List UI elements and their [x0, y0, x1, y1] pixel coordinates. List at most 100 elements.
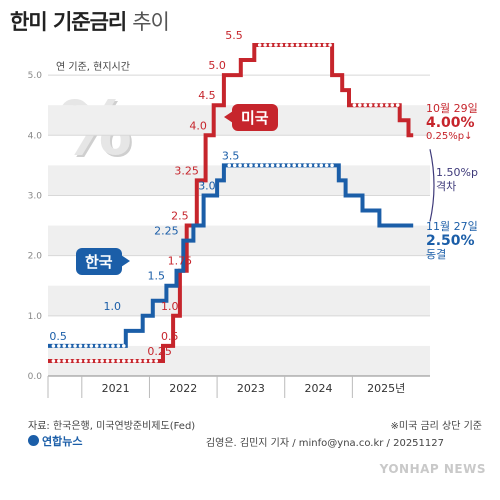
series-dot [324, 163, 329, 168]
logo-mark-icon [28, 435, 39, 446]
series-dot [297, 163, 302, 168]
series-dot [84, 344, 88, 348]
series-dot [100, 359, 104, 363]
series-dot [374, 103, 378, 107]
series-dot [395, 103, 400, 107]
title-main: 한미 기준금리 [10, 10, 127, 34]
series-dot [281, 163, 286, 168]
y-tick-label: 3.0 [28, 191, 43, 201]
series-dot [62, 359, 67, 363]
series-dot [312, 43, 316, 47]
series-dot [263, 43, 267, 47]
page-title: 한미 기준금리 추이 [10, 6, 170, 36]
chart-value-labels: 0.25 0.5 1.0 1.75 2.5 3.25 4.0 4.5 5.0 5.5 0.5 1.0 1… [49, 29, 435, 358]
series-dot [127, 359, 131, 363]
source-note: 자료: 한국은행, 미국연방준비제도(Fed) [28, 421, 196, 432]
x-tick-label: 2024 [305, 382, 333, 395]
series-dot [116, 344, 121, 348]
series-dot [51, 359, 56, 363]
series-dot [330, 163, 334, 168]
kr-series-label: 한국 [76, 248, 130, 275]
series-dot [268, 43, 273, 47]
series-dot [51, 344, 56, 348]
data-label: 1.0 [104, 300, 122, 313]
series-dot [274, 43, 278, 47]
x-tick-label: 2023 [237, 382, 265, 395]
series-dot [265, 163, 269, 168]
series-dot [286, 163, 291, 168]
series-dot [154, 359, 159, 363]
series-dot [111, 344, 115, 348]
series-dot [303, 163, 307, 168]
y-tick-label: 5.0 [28, 71, 43, 81]
x-tick-label: 2022 [169, 382, 197, 395]
kr-status: 동결 [426, 248, 447, 261]
kr-rate: 2.50% [426, 233, 475, 249]
credit-line: 김영은. 김민지 기자 / minfo@yna.co.kr / 20251127 [205, 438, 444, 449]
us-change: 0.25%p↓ [426, 131, 473, 142]
title-sub: 추이 [132, 10, 170, 34]
data-label: 4.5 [198, 89, 216, 102]
series-dot [284, 43, 289, 47]
series-dot [292, 163, 296, 168]
series-dot [390, 103, 395, 107]
series-dot [57, 359, 61, 363]
series-dot [149, 359, 153, 363]
series-dot [89, 359, 94, 363]
series-dot [94, 344, 99, 348]
series-dot [105, 359, 110, 363]
series-dot [111, 359, 115, 363]
data-label: 3.5 [222, 149, 240, 162]
series-dot [143, 359, 148, 363]
gap-label: 격차 [436, 180, 457, 193]
series-dot [319, 163, 324, 168]
kr-latest-annotation: 11월 27일 2.50% 동결 [426, 220, 478, 262]
series-dot [259, 163, 264, 168]
series-dot [232, 163, 237, 168]
data-label: 5.5 [225, 29, 243, 42]
data-label: 0.25 [147, 345, 172, 358]
chart-series [48, 43, 414, 363]
grid-band [48, 285, 430, 316]
series-dot [385, 103, 389, 107]
footnote: ※미국 금리 상단 기준 [390, 421, 482, 432]
series-dot [138, 359, 142, 363]
x-tick-label: 2021 [102, 382, 130, 395]
data-label: 1.0 [161, 300, 179, 313]
series-dot [363, 103, 368, 107]
series-dot [279, 43, 284, 47]
series-line-us [48, 43, 414, 363]
series-dot [290, 43, 294, 47]
series-dot [121, 359, 126, 363]
logo-text: 연합뉴스 [42, 435, 83, 448]
data-label: 5.0 [208, 59, 226, 72]
series-dot [67, 344, 72, 348]
series-dot [379, 103, 384, 107]
series-dot [276, 163, 280, 168]
data-label: 2.25 [154, 225, 179, 238]
series-dot [358, 103, 362, 107]
rate-gap-annotation: 1.50%p 격차 [436, 166, 478, 194]
series-dot [328, 43, 332, 47]
series-dot [322, 43, 327, 47]
data-label: 2.5 [171, 210, 189, 223]
us-rate: 4.00% [426, 115, 475, 131]
series-line-kr [48, 163, 414, 348]
series-dot [132, 359, 137, 363]
us-series-label: 미국 [224, 104, 278, 131]
data-label: 3.0 [198, 179, 216, 192]
series-dot [301, 43, 305, 47]
gap-bracket [429, 149, 435, 222]
series-dot [73, 359, 77, 363]
series-dot [352, 103, 357, 107]
yonhap-logo: 연합뉴스 [28, 433, 82, 449]
y-tick-label: 0.0 [28, 372, 43, 382]
series-dot [67, 359, 72, 363]
chart-axes: 0.0 1.0 2.0 3.0 4.0 5.0 2021 2022 2023 2024 2025년 [28, 71, 430, 398]
y-tick-label: 2.0 [28, 252, 43, 262]
series-dot [57, 344, 61, 348]
data-label: 0.5 [161, 330, 179, 343]
series-dot [317, 43, 322, 47]
series-dot [78, 344, 83, 348]
